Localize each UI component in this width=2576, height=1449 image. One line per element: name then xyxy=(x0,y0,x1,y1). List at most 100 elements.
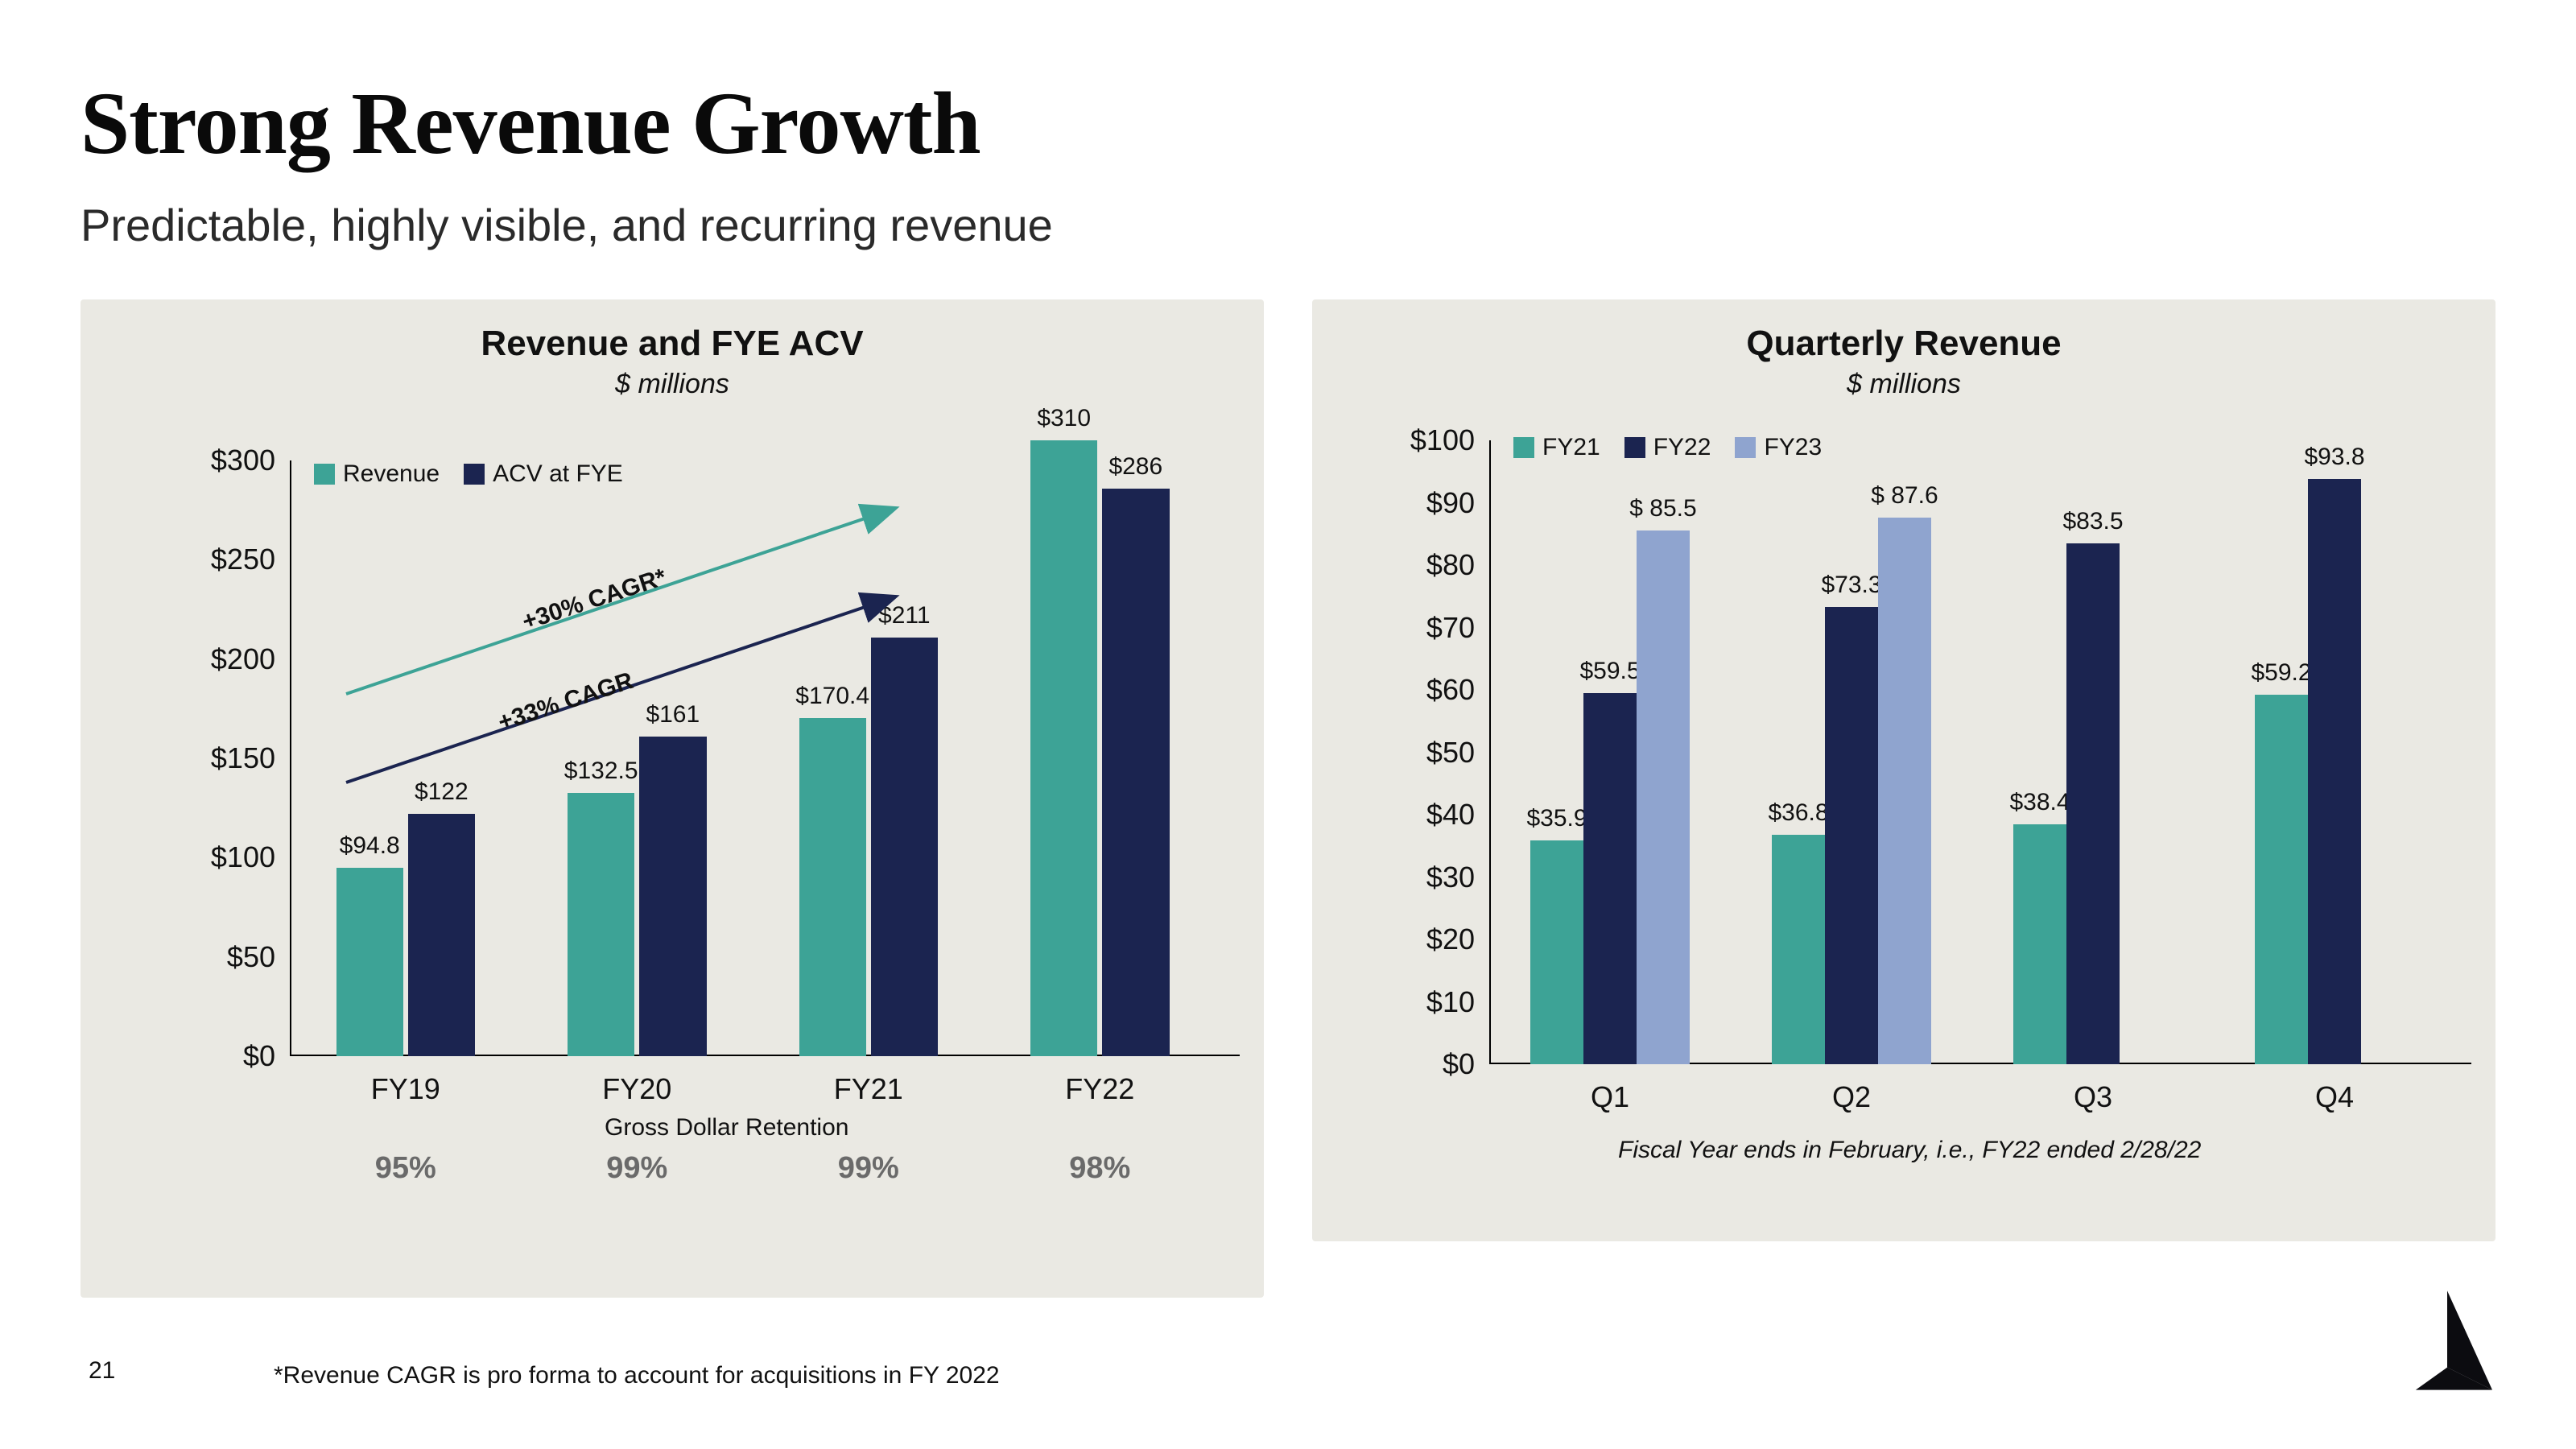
y-tick-label: $60 xyxy=(1426,673,1489,707)
bar-value-label: $170.4 xyxy=(795,683,869,718)
cagr-label: +30% CAGR* xyxy=(519,564,670,636)
bar: $310 xyxy=(1030,440,1097,1056)
gdr-title: Gross Dollar Retention xyxy=(605,1114,848,1141)
right-panel: Quarterly Revenue $ millions $0$10$20$30… xyxy=(1312,299,2496,1241)
legend-swatch xyxy=(1624,437,1645,458)
bar: $286 xyxy=(1102,489,1169,1056)
bar-value-label: $211 xyxy=(878,602,931,638)
legend-swatch xyxy=(314,464,335,485)
left-chart-subtitle: $ millions xyxy=(80,369,1264,400)
y-tick-label: $90 xyxy=(1426,486,1489,520)
legend-item: FY21 xyxy=(1513,434,1600,461)
bar: $170.4 xyxy=(799,718,866,1056)
footnote: *Revenue CAGR is pro forma to account fo… xyxy=(274,1362,1000,1389)
bar: $94.8 xyxy=(336,868,403,1056)
right-chart-subtitle: $ millions xyxy=(1312,369,2496,400)
bar: $36.8 xyxy=(1772,835,1825,1064)
brand-logo-icon xyxy=(2391,1284,2504,1401)
bar-value-label: $122 xyxy=(415,778,469,814)
left-plot-area: $0$50$100$150$200$250$300FY19$94.8$122FY… xyxy=(290,460,1216,1056)
y-tick-label: $80 xyxy=(1426,548,1489,582)
bar: $59.2 xyxy=(2255,695,2308,1064)
bar-value-label: $94.8 xyxy=(340,832,400,868)
legend-swatch xyxy=(464,464,485,485)
bar: $161 xyxy=(639,737,706,1056)
page-number: 21 xyxy=(89,1357,115,1385)
bar-value-label: $36.8 xyxy=(1768,799,1828,835)
page-title: Strong Revenue Growth xyxy=(80,72,2496,175)
legend-item: Revenue xyxy=(314,460,440,488)
left-panel: Revenue and FYE ACV $ millions $0$50$100… xyxy=(80,299,1264,1298)
y-tick-label: $0 xyxy=(243,1039,290,1073)
right-y-axis xyxy=(1489,440,1491,1064)
left-chart-title: Revenue and FYE ACV xyxy=(80,299,1264,364)
x-tick-label: Q3 xyxy=(2074,1064,2112,1114)
y-tick-label: $50 xyxy=(1426,736,1489,770)
y-tick-label: $40 xyxy=(1426,798,1489,832)
legend-label: Revenue xyxy=(343,460,440,488)
bar-value-label: $286 xyxy=(1108,453,1162,489)
bar: $35.9 xyxy=(1530,840,1583,1064)
legend: Revenue ACV at FYE xyxy=(314,460,623,488)
slide: Strong Revenue Growth Predictable, highl… xyxy=(0,0,2576,1449)
bar: $93.8 xyxy=(2308,479,2361,1064)
bar: $ 85.5 xyxy=(1637,530,1690,1064)
legend-item: FY22 xyxy=(1624,434,1711,461)
legend-label: ACV at FYE xyxy=(493,460,623,488)
bar: $132.5 xyxy=(568,793,634,1056)
legend: FY21 FY22 FY23 xyxy=(1513,434,1822,461)
gdr-value: 99% xyxy=(838,1151,899,1186)
bar: $211 xyxy=(871,638,938,1056)
legend-swatch xyxy=(1513,437,1534,458)
gdr-value: 95% xyxy=(375,1151,436,1186)
gdr-value: 98% xyxy=(1069,1151,1130,1186)
bar-value-label: $132.5 xyxy=(564,758,638,793)
y-tick-label: $200 xyxy=(211,642,290,676)
x-tick-label: Q1 xyxy=(1591,1064,1629,1114)
bar-value-label: $ 85.5 xyxy=(1629,495,1696,530)
x-tick-label: Q4 xyxy=(2315,1064,2354,1114)
y-tick-label: $0 xyxy=(1443,1047,1489,1081)
bar-value-label: $161 xyxy=(646,701,700,737)
y-tick-label: $20 xyxy=(1426,923,1489,956)
bar: $ 87.6 xyxy=(1878,518,1931,1064)
bar: $122 xyxy=(408,814,475,1056)
y-tick-label: $250 xyxy=(211,543,290,576)
legend-label: FY23 xyxy=(1764,434,1822,461)
y-tick-label: $50 xyxy=(227,940,290,974)
fiscal-note: Fiscal Year ends in February, i.e., FY22… xyxy=(1618,1137,2201,1164)
legend-swatch xyxy=(1735,437,1756,458)
bar: $38.4 xyxy=(2013,824,2066,1064)
bar-value-label: $ 87.6 xyxy=(1871,482,1938,518)
legend-item: ACV at FYE xyxy=(464,460,623,488)
bar: $83.5 xyxy=(2066,543,2120,1064)
cagr-label: +33% CAGR xyxy=(495,667,637,737)
y-tick-label: $10 xyxy=(1426,985,1489,1019)
x-tick-label: Q2 xyxy=(1832,1064,1871,1114)
bar-value-label: $93.8 xyxy=(2304,444,2364,479)
bar-value-label: $83.5 xyxy=(2062,508,2123,543)
bar-value-label: $35.9 xyxy=(1526,805,1587,840)
bar-value-label: $38.4 xyxy=(2009,789,2070,824)
left-y-axis xyxy=(290,460,291,1056)
page-subtitle: Predictable, highly visible, and recurri… xyxy=(80,199,2496,251)
y-tick-label: $70 xyxy=(1426,611,1489,645)
bar: $73.3 xyxy=(1825,607,1878,1064)
y-tick-label: $150 xyxy=(211,741,290,775)
bar: $59.5 xyxy=(1583,693,1637,1064)
y-tick-label: $30 xyxy=(1426,861,1489,894)
gdr-value: 99% xyxy=(606,1151,667,1186)
x-tick-label: FY20 xyxy=(602,1056,671,1106)
y-tick-label: $100 xyxy=(211,840,290,874)
legend-label: FY21 xyxy=(1542,434,1600,461)
x-tick-label: FY19 xyxy=(371,1056,440,1106)
charts-row: Revenue and FYE ACV $ millions $0$50$100… xyxy=(80,299,2496,1298)
legend-label: FY22 xyxy=(1653,434,1711,461)
bar-value-label: $73.3 xyxy=(1821,572,1881,607)
right-plot-area: $0$10$20$30$40$50$60$70$80$90$100Q1$35.9… xyxy=(1489,440,2455,1064)
legend-item: FY23 xyxy=(1735,434,1822,461)
bar-value-label: $310 xyxy=(1037,405,1091,440)
right-chart-title: Quarterly Revenue xyxy=(1312,299,2496,364)
x-tick-label: FY22 xyxy=(1065,1056,1134,1106)
x-tick-label: FY21 xyxy=(834,1056,903,1106)
